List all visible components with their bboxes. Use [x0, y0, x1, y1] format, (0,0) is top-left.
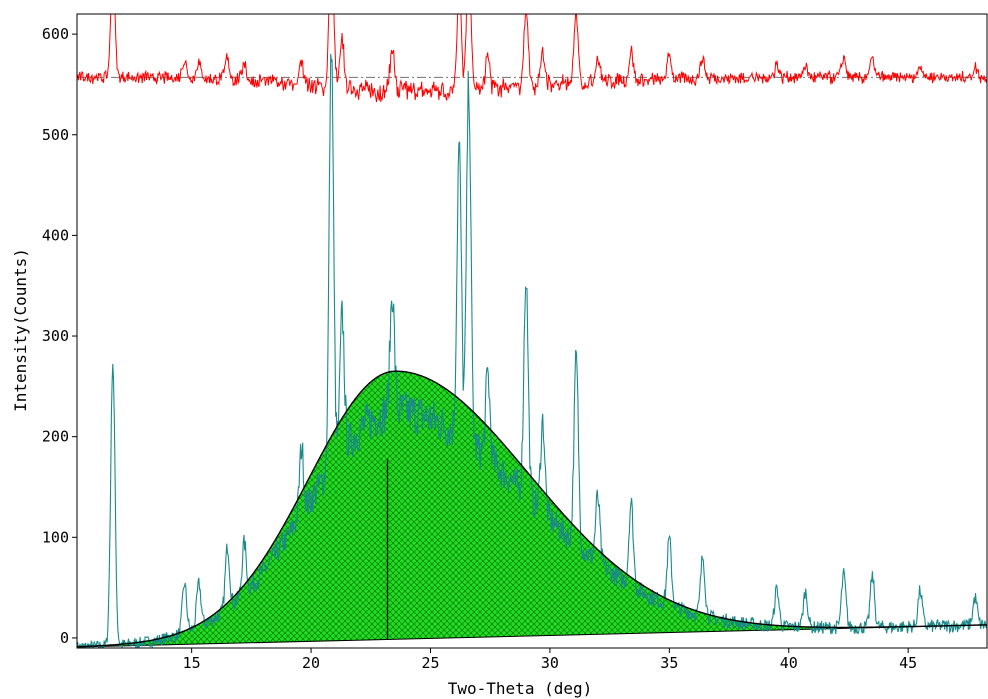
y-tick-label: 600	[42, 25, 69, 43]
fit-curve-line	[77, 370, 987, 648]
y-tick-label: 100	[42, 528, 69, 546]
y-tick-label: 300	[42, 327, 69, 345]
x-axis-title: Two-Theta (deg)	[448, 679, 593, 698]
x-tick-label: 15	[183, 654, 201, 672]
x-tick-label: 35	[660, 654, 678, 672]
y-tick-label: 200	[42, 428, 69, 446]
x-tick-label: 40	[780, 654, 798, 672]
y-tick-label: 500	[42, 126, 69, 144]
y-tick-label: 400	[42, 226, 69, 244]
x-tick-label: 30	[541, 654, 559, 672]
fit-area-fill	[77, 371, 987, 647]
y-tick-label: 0	[60, 629, 69, 647]
x-tick-label: 25	[421, 654, 439, 672]
x-tick-label: 20	[302, 654, 320, 672]
x-axis-ticks: 15 20 25 30 35 40 45	[183, 648, 917, 672]
y-axis-title: Intensity(Counts)	[11, 248, 30, 412]
y-axis-ticks: 0 100 200 300 400 500 600	[42, 25, 77, 647]
plot-frame	[76, 13, 988, 649]
x-tick-label: 45	[899, 654, 917, 672]
difference-line	[77, 14, 987, 103]
observed-pattern-line	[77, 53, 987, 648]
